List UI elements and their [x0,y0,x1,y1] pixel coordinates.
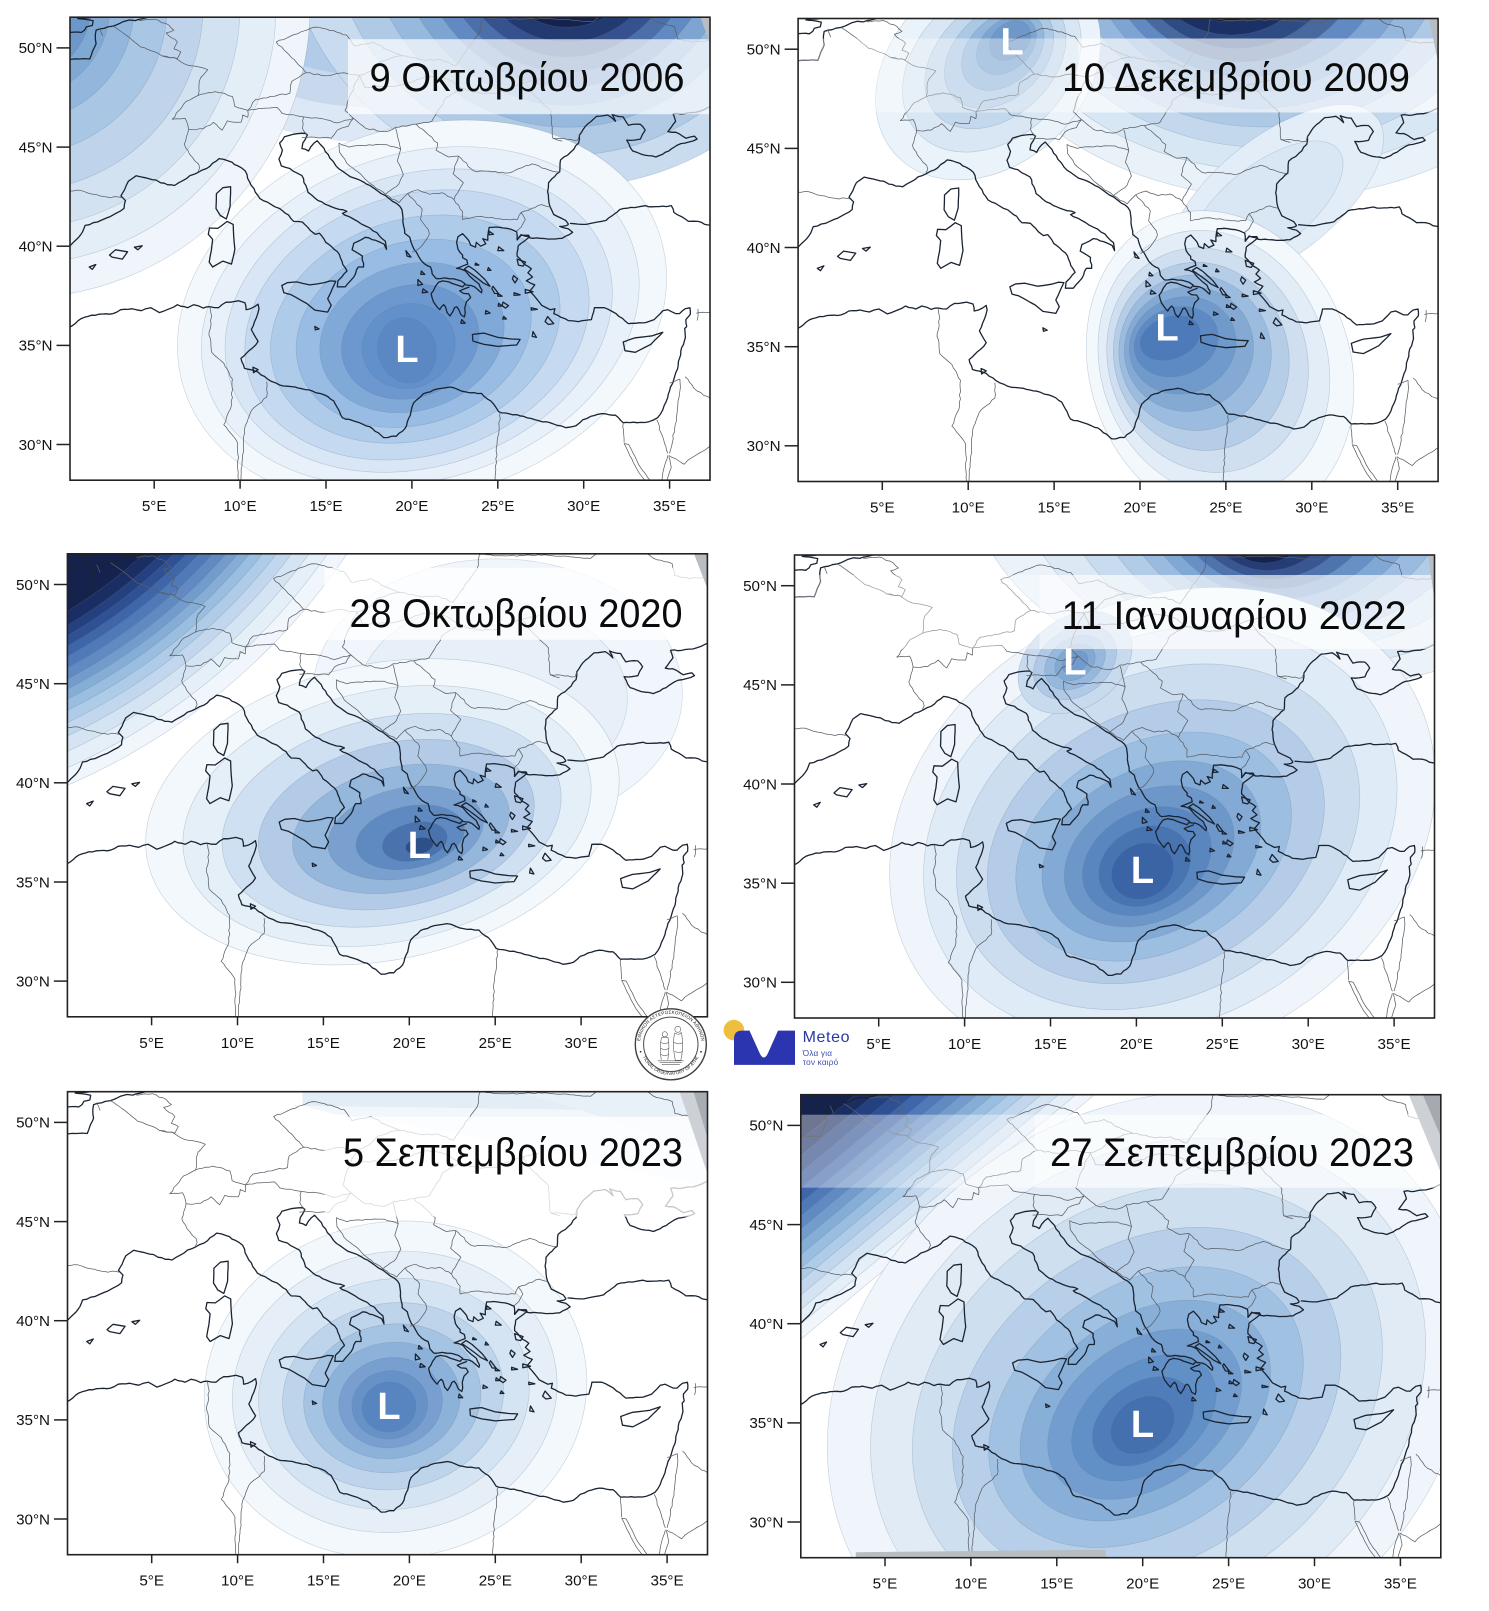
svg-text:50°N: 50°N [16,1115,50,1132]
svg-text:30°E: 30°E [1292,1036,1325,1053]
svg-text:25°E: 25°E [1212,1576,1245,1593]
svg-text:35°E: 35°E [653,498,686,515]
svg-text:15°E: 15°E [309,498,342,515]
svg-text:25°E: 25°E [479,1035,512,1052]
svg-text:30°E: 30°E [567,498,600,515]
svg-text:10°E: 10°E [954,1576,987,1593]
svg-text:50°N: 50°N [749,1118,783,1135]
svg-text:45°N: 45°N [16,1214,50,1231]
svg-text:10°E: 10°E [221,1035,254,1052]
svg-text:45°N: 45°N [747,141,781,158]
svg-text:35°N: 35°N [743,876,777,893]
svg-text:5°E: 5°E [139,1573,164,1590]
svg-text:30°N: 30°N [743,975,777,992]
svg-text:20°E: 20°E [393,1035,426,1052]
svg-text:20°E: 20°E [395,498,428,515]
svg-text:Meteo: Meteo [803,1029,850,1046]
svg-text:25°E: 25°E [1206,1036,1239,1053]
svg-text:30°E: 30°E [565,1035,598,1052]
svg-text:45°N: 45°N [16,676,50,693]
svg-text:40°N: 40°N [16,1313,50,1330]
svg-text:20°E: 20°E [1126,1576,1159,1593]
svg-text:35°N: 35°N [747,339,781,356]
svg-text:5°E: 5°E [873,1576,898,1593]
svg-text:27 Σεπτεμβρίου 2023: 27 Σεπτεμβρίου 2023 [1050,1131,1414,1175]
svg-text:9 Οκτωβρίου 2006: 9 Οκτωβρίου 2006 [370,56,685,100]
svg-text:40°N: 40°N [743,776,777,793]
svg-text:35°N: 35°N [16,874,50,891]
svg-text:τον καιρό: τον καιρό [803,1058,839,1067]
svg-text:40°N: 40°N [19,239,53,256]
svg-text:Όλα για: Όλα για [802,1049,832,1058]
svg-text:30°N: 30°N [19,437,53,454]
svg-text:10°E: 10°E [224,498,257,515]
svg-text:L: L [1155,308,1178,350]
svg-text:L: L [1131,1404,1154,1446]
svg-text:L: L [1131,850,1154,892]
svg-text:25°E: 25°E [481,498,514,515]
svg-text:40°N: 40°N [749,1316,783,1333]
svg-text:30°N: 30°N [16,973,50,990]
svg-text:35°N: 35°N [16,1412,50,1429]
svg-text:10°E: 10°E [948,1036,981,1053]
svg-text:28 Οκτωβρίου 2020: 28 Οκτωβρίου 2020 [350,592,683,636]
svg-text:15°E: 15°E [1034,1036,1067,1053]
svg-text:5°E: 5°E [866,1036,891,1053]
svg-text:40°N: 40°N [16,775,50,792]
svg-text:5°E: 5°E [870,500,895,517]
svg-text:30°N: 30°N [16,1511,50,1528]
svg-text:11 Ιανουαρίου 2022: 11 Ιανουαρίου 2022 [1062,594,1407,638]
svg-text:50°N: 50°N [747,42,781,59]
svg-text:15°E: 15°E [307,1573,340,1590]
svg-text:25°E: 25°E [479,1573,512,1590]
svg-text:20°E: 20°E [393,1573,426,1590]
svg-text:30°E: 30°E [1295,500,1328,517]
svg-text:10°E: 10°E [952,500,985,517]
svg-text:15°E: 15°E [1038,500,1071,517]
svg-text:5°E: 5°E [142,498,167,515]
svg-text:15°E: 15°E [307,1035,340,1052]
svg-text:45°N: 45°N [743,677,777,694]
svg-text:10 Δεκεμβρίου 2009: 10 Δεκεμβρίου 2009 [1062,56,1410,100]
svg-text:35°E: 35°E [651,1573,684,1590]
svg-text:30°N: 30°N [749,1514,783,1531]
svg-text:10°E: 10°E [221,1573,254,1590]
svg-text:L: L [1000,22,1023,64]
svg-text:45°N: 45°N [749,1217,783,1234]
svg-text:L: L [377,1386,400,1428]
svg-text:50°N: 50°N [743,578,777,595]
svg-text:15°E: 15°E [1040,1576,1073,1593]
svg-text:40°N: 40°N [747,240,781,257]
svg-text:5 Σεπτεμβρίου 2023: 5 Σεπτεμβρίου 2023 [343,1131,683,1175]
svg-text:20°E: 20°E [1120,1036,1153,1053]
svg-text:35°N: 35°N [749,1415,783,1432]
svg-text:35°E: 35°E [1381,500,1414,517]
svg-text:35°E: 35°E [1378,1036,1411,1053]
svg-text:50°N: 50°N [19,40,53,57]
svg-text:30°E: 30°E [565,1573,598,1590]
svg-text:L: L [395,329,418,371]
svg-text:20°E: 20°E [1123,500,1156,517]
svg-text:45°N: 45°N [19,139,53,156]
svg-text:50°N: 50°N [16,577,50,594]
svg-text:30°N: 30°N [747,438,781,455]
svg-text:30°E: 30°E [1298,1576,1331,1593]
svg-text:L: L [1063,642,1086,684]
svg-text:25°E: 25°E [1209,500,1242,517]
svg-text:35°E: 35°E [1384,1576,1417,1593]
svg-text:35°N: 35°N [19,338,53,355]
svg-text:5°E: 5°E [139,1035,164,1052]
svg-text:L: L [408,825,431,867]
